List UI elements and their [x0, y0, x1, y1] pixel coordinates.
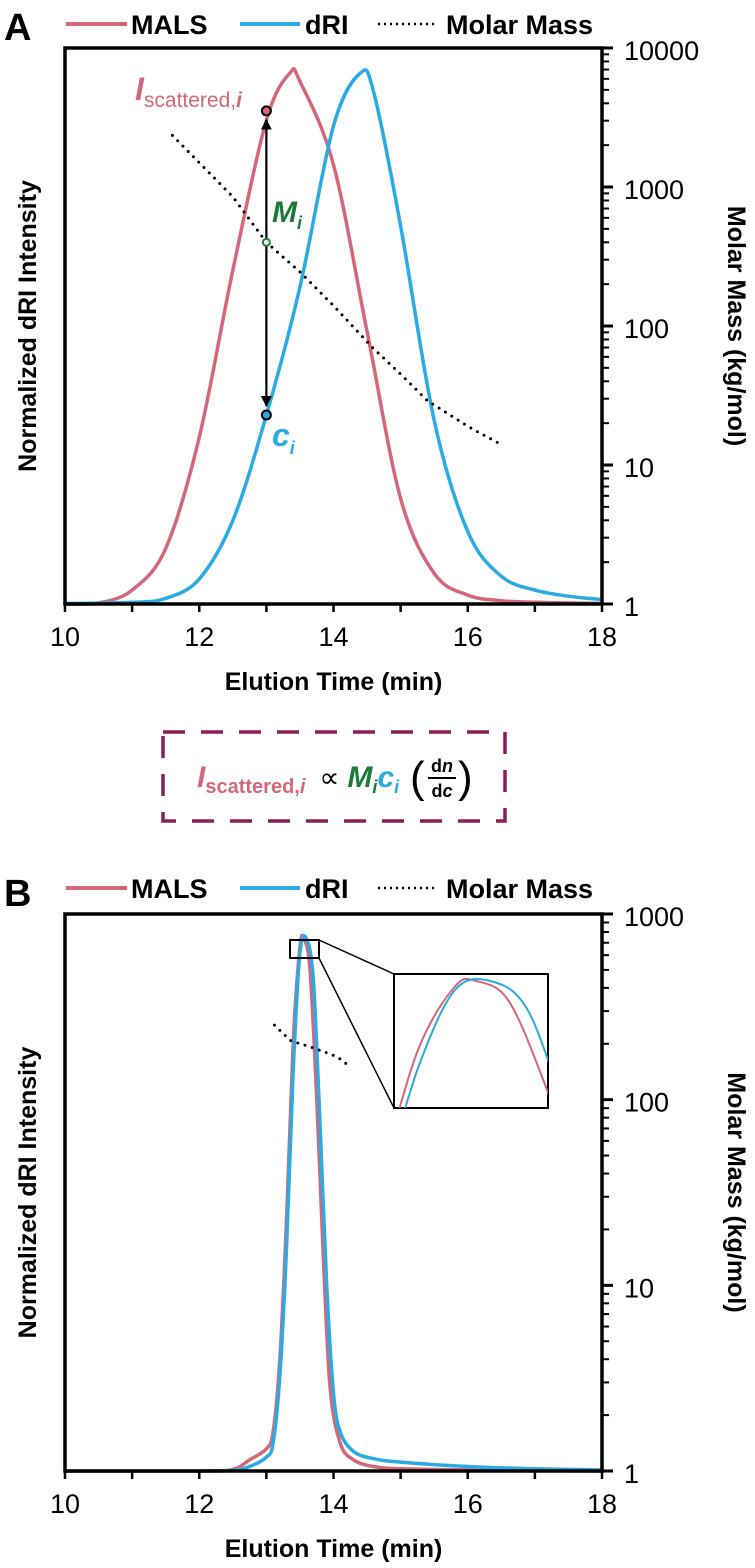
- panel-b: B MALS dRI Molar Mass 10 12 14 16 181 10 100 1000 El…: [4, 873, 750, 1563]
- y-right-tick-label: 1: [624, 1459, 639, 1489]
- eq-molar-mass-symbol: M: [347, 761, 373, 794]
- legend-item-mals: MALS: [66, 10, 208, 40]
- x-tick-label: 14: [318, 1489, 348, 1519]
- x-axis-title: Elution Time (min): [225, 1535, 443, 1563]
- y-right-tick-label: 1000: [624, 175, 684, 205]
- eq-dn-dc-fraction: ( dn dc ): [410, 753, 473, 802]
- legend-item-molar-mass: Molar Mass: [378, 874, 593, 904]
- eq-left-paren: (: [410, 753, 425, 802]
- legend-item-mals: MALS: [66, 874, 208, 904]
- panel-letter: A: [4, 7, 31, 49]
- inset-frame: [393, 973, 549, 1109]
- legend-label: Molar Mass: [446, 874, 593, 904]
- inset-source-rect: [289, 939, 320, 959]
- y-right-tick-label: 10: [624, 1273, 654, 1303]
- x-tick-label: 16: [453, 1489, 483, 1519]
- y-right-tick-label: 100: [624, 314, 669, 344]
- series-molar-mass-line: [272, 1023, 350, 1067]
- x-tick-label: 10: [50, 1489, 80, 1519]
- eq-right-paren: ): [458, 753, 473, 802]
- panel-letter: B: [4, 873, 31, 915]
- x-tick-label: 14: [318, 622, 348, 652]
- panel-b-inset: [289, 939, 549, 1109]
- y-right-axis-title: Molar Mass (kg/mol): [722, 206, 750, 446]
- series-mals-line: [63, 67, 604, 606]
- y-left-axis-title: Normalized dRI Intensity: [14, 1047, 42, 1339]
- inset-connector-bottom: [318, 957, 395, 1109]
- x-tick-label: 12: [184, 622, 214, 652]
- eq-molar-mass-subscript: i: [372, 777, 378, 797]
- y-right-tick-label: 100: [624, 1088, 669, 1118]
- y-right-tick-label: 10000: [624, 36, 699, 66]
- series-dri-line: [63, 933, 604, 1473]
- y-right-tick-label: 1: [624, 592, 639, 622]
- y-left-axis-title: Normalized dRI Intensity: [14, 180, 42, 472]
- y-right-tick-label: 10: [624, 453, 654, 483]
- equation-dashed-border: [161, 730, 507, 823]
- panel-a-annotations: Iscattered,i Mi ci: [135, 71, 303, 458]
- equation-text: Iscattered,i ∝ Mici: [197, 761, 400, 798]
- x-tick-label: 10: [50, 622, 80, 652]
- series-dri-line: [63, 68, 604, 606]
- series-molar-mass-line: [170, 133, 503, 447]
- molar-mass-label: Mi: [272, 196, 303, 233]
- concentration-point: [260, 409, 272, 421]
- x-tick-label: 18: [587, 1489, 617, 1519]
- x-tick-label: 16: [453, 622, 483, 652]
- concentration-label: ci: [272, 417, 296, 458]
- legend-label: MALS: [131, 874, 208, 904]
- legend-item-dri: dRI: [240, 874, 349, 904]
- inset-connector-top: [318, 939, 395, 975]
- eq-concentration-subscript: i: [394, 777, 400, 797]
- legend-item-molar-mass: Molar Mass: [378, 10, 593, 40]
- eq-intensity-subscript: scattered,: [205, 776, 300, 798]
- x-tick-label: 18: [587, 622, 617, 652]
- scattered-intensity-point: [260, 105, 272, 117]
- legend-label: dRI: [305, 10, 349, 40]
- legend-label: Molar Mass: [446, 10, 593, 40]
- eq-proportional-symbol: ∝: [319, 762, 339, 793]
- eq-intensity-subscript-i: i: [300, 776, 306, 798]
- legend-label: dRI: [305, 874, 349, 904]
- inset-curves: [398, 977, 548, 1108]
- eq-intensity-symbol: I: [197, 761, 206, 794]
- legend-label: MALS: [131, 10, 208, 40]
- legend-item-dri: dRI: [240, 10, 349, 40]
- x-tick-label: 12: [184, 1489, 214, 1519]
- molar-mass-point: [261, 237, 271, 247]
- panel-a: A MALS dRI Molar Mass 10 12 14 16 181 10 100 1000 10…: [4, 7, 750, 696]
- y-right-axis-title: Molar Mass (kg/mol): [722, 1072, 750, 1312]
- equation-box: Iscattered,i ∝ Mici ( dn dc ): [161, 730, 507, 823]
- eq-concentration-symbol: c: [377, 761, 394, 794]
- inset-series-dri-line: [404, 977, 548, 1108]
- inset-series-mals-line: [398, 977, 548, 1108]
- eq-fraction-numerator: dn: [431, 756, 453, 776]
- scattered-intensity-label: Iscattered,i: [135, 71, 243, 112]
- y-right-tick-label: 1000: [624, 902, 684, 932]
- x-axis-title: Elution Time (min): [225, 668, 443, 696]
- eq-fraction-denominator: dc: [431, 781, 452, 801]
